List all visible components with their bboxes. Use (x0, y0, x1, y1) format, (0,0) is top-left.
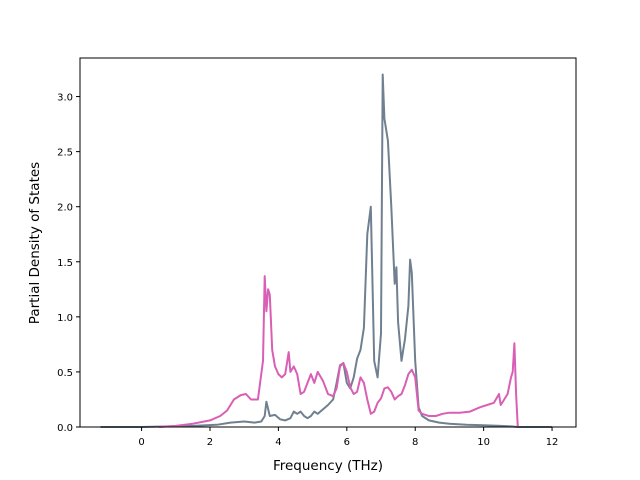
x-tick-label: 10 (477, 437, 490, 448)
y-tick-label: 1.0 (57, 313, 73, 324)
y-tick-label: 2.0 (57, 203, 73, 214)
y-axis-ticks: 0.0 0.5 1.0 1.5 2.0 2.5 3.0 (57, 93, 80, 434)
series-layer (100, 73, 553, 428)
plot-frame (79, 57, 577, 428)
x-axis-ticks: 0 2 4 6 8 10 12 (138, 427, 558, 448)
y-tick-label: 2.5 (57, 148, 73, 159)
y-tick-label: 3.0 (57, 93, 73, 104)
x-tick-label: 0 (138, 437, 144, 448)
y-tick-label: 1.5 (57, 258, 73, 269)
x-tick-label: 12 (546, 437, 559, 448)
x-tick-label: 6 (344, 437, 350, 448)
series-line-0 (100, 73, 553, 428)
y-axis-title: Partial Density of States (27, 162, 43, 324)
y-tick-label: 0.0 (57, 423, 73, 434)
x-tick-label: 8 (412, 437, 418, 448)
x-axis-title: Frequency (THz) (273, 458, 383, 474)
y-tick-label: 0.5 (57, 368, 73, 379)
x-tick-label: 4 (275, 437, 281, 448)
x-tick-label: 2 (207, 437, 213, 448)
series-line-1 (158, 275, 519, 428)
